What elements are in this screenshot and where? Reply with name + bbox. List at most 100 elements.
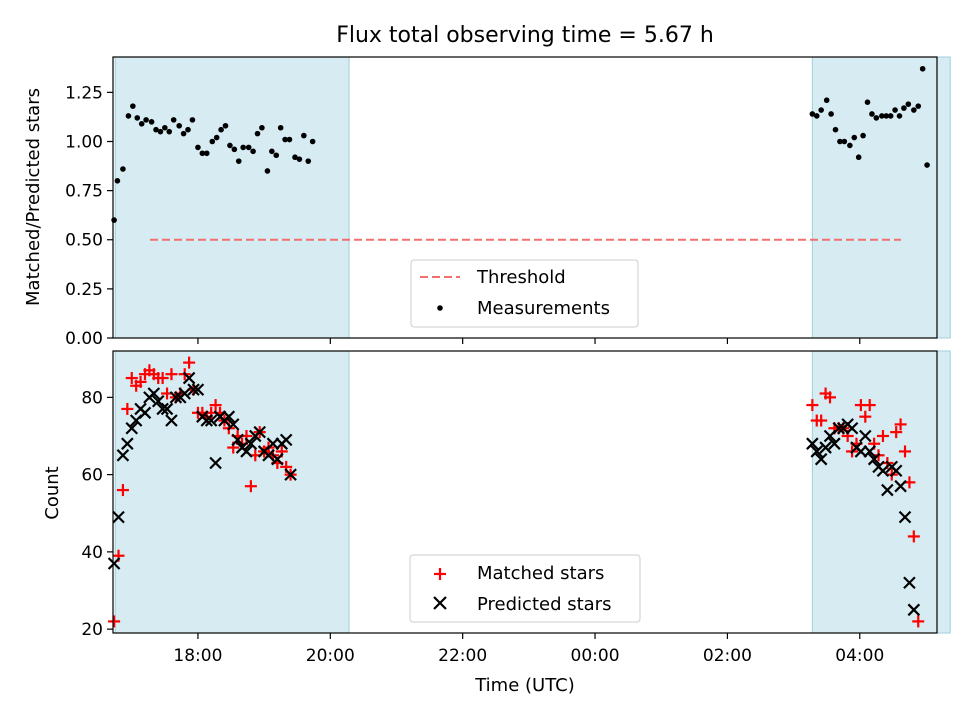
measurement-point	[134, 115, 141, 121]
measurement-point	[309, 138, 316, 145]
predicted-star-point	[240, 445, 253, 458]
predicted-star-point	[182, 371, 196, 385]
predicted-star-point	[279, 433, 293, 447]
top-x-ticks	[197, 338, 861, 344]
shaded-span-0	[114, 56, 350, 339]
predicted-star-point	[819, 441, 832, 454]
predicted-star-point	[284, 468, 297, 481]
measurement-point	[301, 132, 307, 139]
measurement-point	[153, 126, 159, 133]
measurement-point	[231, 146, 238, 153]
predicted-star-point	[191, 383, 205, 396]
measurement-point	[199, 150, 206, 157]
measurement-point	[240, 144, 246, 151]
predicted-star-point	[160, 402, 174, 416]
measurement-point	[851, 134, 858, 141]
measurement-point	[860, 132, 866, 139]
predicted-star-point	[859, 429, 872, 443]
predicted-star-point	[244, 437, 258, 450]
predicted-star-point	[222, 410, 236, 423]
y-tick-label: 0.25	[65, 280, 103, 300]
measurement-point	[254, 130, 261, 137]
measurement-point	[176, 122, 182, 129]
predicted-star-point	[138, 406, 152, 420]
matched-star-point	[108, 615, 121, 628]
y-tick-label: 0.75	[65, 182, 103, 202]
matched-star-point	[907, 530, 920, 543]
top-shaded-spans	[114, 56, 951, 339]
measurement-point	[837, 138, 843, 145]
predicted-star-point	[810, 445, 824, 458]
measurement-point	[157, 128, 164, 135]
matched-star-point	[912, 615, 925, 628]
measurement-point	[282, 136, 288, 143]
predicted-star-point	[187, 383, 200, 396]
y-tick-label: 0.50	[65, 231, 103, 251]
measurement-point	[264, 168, 271, 174]
x-axis-label: Time (UTC)	[474, 675, 575, 696]
predicted-star-point	[107, 557, 121, 570]
matched-star-point	[876, 429, 889, 442]
measurement-point	[841, 138, 848, 145]
measurement-point	[218, 126, 224, 133]
measurement-point	[832, 126, 839, 133]
measurement-point	[292, 154, 298, 161]
measurement-point	[896, 113, 903, 119]
measurement-point	[138, 121, 145, 127]
measurement-point	[180, 130, 187, 137]
predicted-star-point	[165, 414, 178, 427]
measurement-point	[250, 148, 256, 155]
measurement-point	[813, 113, 820, 119]
measurement-points	[111, 65, 930, 223]
measurement-point	[213, 134, 220, 141]
measurement-point	[209, 138, 216, 145]
y-tick-label: 1.25	[65, 83, 103, 103]
predicted-star-point	[121, 437, 134, 450]
measurement-point	[864, 99, 871, 105]
predicted-star-point	[112, 510, 125, 524]
measurement-point	[227, 142, 233, 149]
legend-threshold-label: Threshold	[476, 267, 566, 288]
measurement-point	[883, 113, 890, 119]
bottom-legend: Matched stars Predicted stars	[409, 554, 641, 623]
measurement-point	[828, 111, 834, 117]
matched-star-point	[824, 391, 837, 404]
predicted-star-point	[178, 387, 191, 400]
matched-star-point	[806, 399, 819, 412]
predicted-star-point	[894, 479, 907, 493]
measurement-point	[277, 124, 284, 131]
measurement-point	[924, 162, 930, 168]
measurement-point	[869, 111, 875, 117]
top-axes-frame	[112, 56, 938, 339]
matched-star-point	[183, 356, 196, 369]
matched-star-point	[859, 410, 872, 423]
measurement-point	[901, 105, 907, 111]
measurement-point	[879, 113, 885, 119]
predicted-star-point	[169, 391, 183, 404]
matched-star-point	[134, 375, 147, 388]
matched-star-point	[815, 414, 828, 427]
measurement-point	[170, 117, 177, 123]
predicted-star-point	[226, 418, 240, 431]
legend-measurements-swatch	[437, 305, 443, 311]
measurement-point	[162, 124, 168, 131]
predicted-star-point	[867, 452, 881, 466]
y-tick-label: 80	[81, 388, 103, 408]
y-tick-label: 20	[81, 620, 103, 640]
bottom-y-ticks: 20 40 60 80	[81, 388, 113, 640]
predicted-star-point	[125, 421, 139, 435]
predicted-star-point	[147, 387, 161, 400]
measurement-point	[125, 113, 132, 119]
matched-star-point	[890, 426, 903, 439]
legend-predicted-swatch	[433, 596, 447, 610]
measurement-point	[111, 217, 117, 223]
matched-star-point	[899, 445, 912, 458]
legend-measurements-label: Measurements	[477, 298, 610, 319]
measurement-point	[887, 113, 894, 119]
measurement-point	[873, 115, 880, 121]
measurement-point	[809, 111, 816, 117]
predicted-star-point	[271, 452, 284, 466]
measurement-point	[847, 142, 853, 149]
measurement-point	[905, 101, 912, 107]
